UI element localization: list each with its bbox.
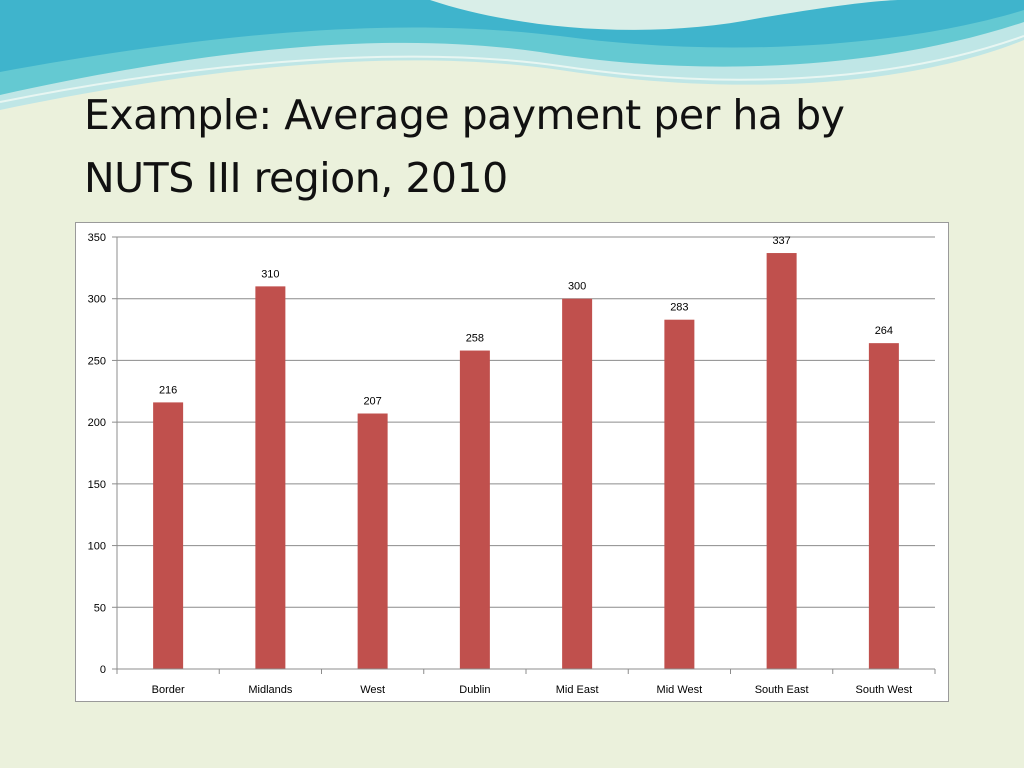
gridlines xyxy=(117,236,935,670)
chart-area: 0 50 100 150 200 250 300 350 216 310 207 258 300 283… xyxy=(75,222,949,702)
y-tick-label: 200 xyxy=(88,417,106,429)
wave-band-blue xyxy=(0,0,1024,72)
y-axis-tick-labels: 0 50 100 150 200 250 300 350 xyxy=(88,232,106,676)
bar xyxy=(459,350,490,669)
x-tick-label: Midlands xyxy=(248,684,293,696)
bar xyxy=(153,402,184,669)
data-label: 310 xyxy=(261,268,279,280)
x-tick-label: South West xyxy=(856,684,913,696)
x-tick-label: Mid East xyxy=(556,684,599,696)
axes xyxy=(112,236,936,674)
data-label: 283 xyxy=(670,302,688,314)
x-axis-tick-labels: Border Midlands West Dublin Mid East Mid West… xyxy=(152,684,913,696)
x-tick-label: West xyxy=(360,684,385,696)
bar xyxy=(562,298,593,669)
data-label: 207 xyxy=(363,396,381,408)
data-label: 216 xyxy=(159,384,177,396)
y-tick-label: 50 xyxy=(94,602,106,614)
data-label: 258 xyxy=(466,333,484,345)
y-tick-label: 250 xyxy=(88,355,106,367)
header-wave-decoration xyxy=(0,0,1024,110)
bar xyxy=(868,343,899,669)
wave-pale-stroke xyxy=(430,0,900,30)
slide-title-line-2: NUTS III region, 2010 xyxy=(84,154,508,202)
slide-title-line-1: Example: Average payment per ha by xyxy=(84,91,845,139)
bar xyxy=(664,319,695,669)
data-label: 300 xyxy=(568,281,586,293)
y-tick-label: 350 xyxy=(88,232,106,244)
x-tick-label: Border xyxy=(152,684,185,696)
data-labels: 216 310 207 258 300 283 337 264 xyxy=(159,235,893,407)
y-tick-label: 300 xyxy=(88,294,106,306)
y-tick-label: 150 xyxy=(88,479,106,491)
data-label: 337 xyxy=(772,235,790,247)
bar xyxy=(255,286,286,669)
bar xyxy=(357,413,388,669)
data-label: 264 xyxy=(875,325,893,337)
bars xyxy=(153,253,899,669)
x-tick-label: South East xyxy=(755,684,809,696)
bar xyxy=(766,253,797,669)
x-tick-label: Mid West xyxy=(657,684,703,696)
y-tick-label: 0 xyxy=(100,664,106,676)
bar-chart: 0 50 100 150 200 250 300 350 216 310 207 258 300 283… xyxy=(88,232,936,696)
wave-highlight xyxy=(0,35,1024,103)
x-tick-label: Dublin xyxy=(459,684,490,696)
slide-title: Example: Average payment per ha by NUTS … xyxy=(84,84,984,210)
y-tick-label: 100 xyxy=(88,541,106,553)
